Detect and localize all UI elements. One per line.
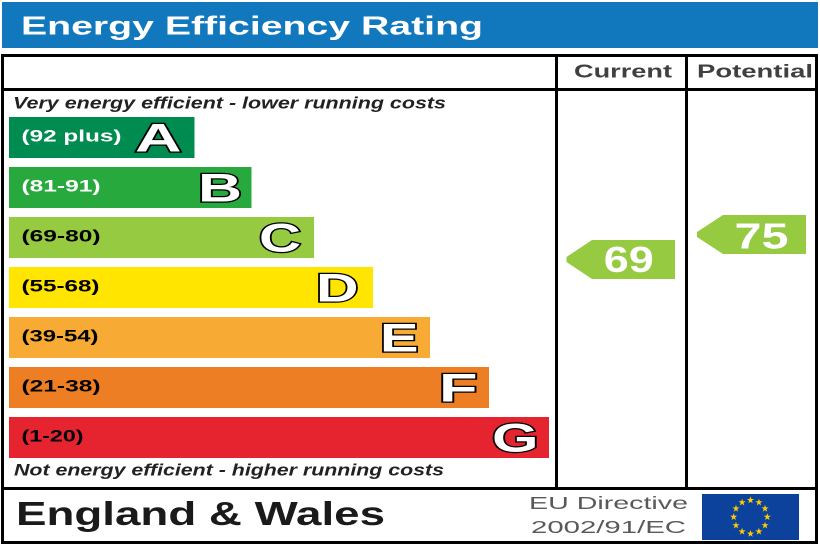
svg-text:Current: Current [574, 62, 672, 82]
svg-text:(92 plus): (92 plus) [22, 128, 122, 146]
svg-text:75: 75 [735, 216, 789, 257]
svg-text:(1-20): (1-20) [22, 428, 84, 446]
svg-text:Potential: Potential [697, 62, 813, 82]
svg-text:(55-68): (55-68) [22, 278, 100, 296]
svg-text:C: C [259, 217, 301, 261]
svg-text:B: B [198, 167, 242, 211]
svg-text:Not energy efficient - higher: Not energy efficient - higher running co… [14, 461, 444, 480]
svg-text:Energy Efficiency Rating: Energy Efficiency Rating [21, 11, 483, 41]
svg-text:A: A [135, 117, 182, 161]
svg-text:EU Directive: EU Directive [529, 493, 688, 513]
svg-text:(39-54): (39-54) [22, 328, 99, 346]
svg-text:(21-38): (21-38) [22, 378, 101, 396]
svg-text:E: E [380, 317, 419, 361]
svg-text:D: D [316, 267, 359, 311]
svg-text:(81-91): (81-91) [22, 178, 101, 196]
svg-text:Very energy efficient - lower: Very energy efficient - lower running co… [13, 94, 446, 113]
svg-text:2002/91/EC: 2002/91/EC [531, 517, 686, 537]
svg-text:(69-80): (69-80) [22, 228, 101, 246]
svg-text:England & Wales: England & Wales [16, 495, 385, 532]
svg-text:F: F [439, 367, 478, 411]
svg-text:69: 69 [604, 239, 654, 280]
svg-text:G: G [492, 417, 539, 461]
